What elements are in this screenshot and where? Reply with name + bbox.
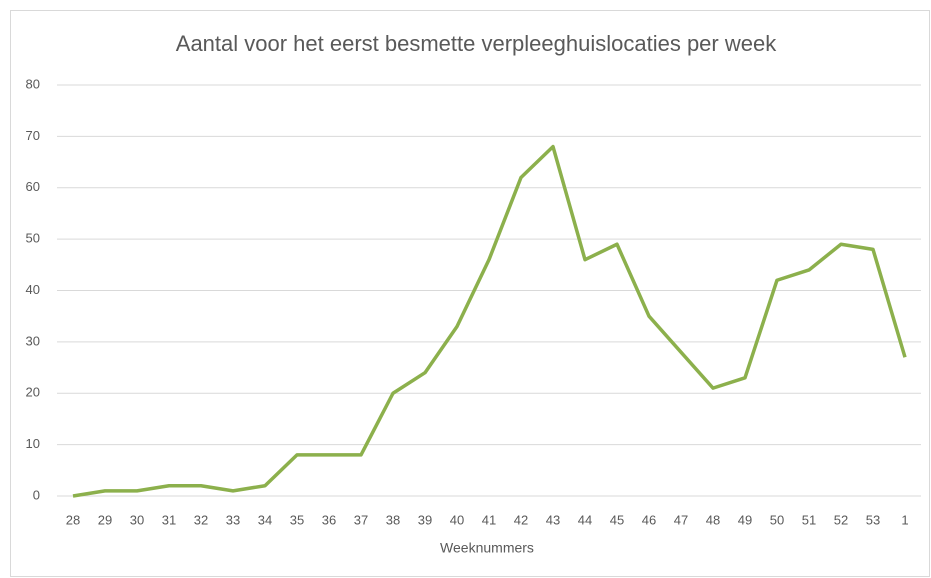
x-tick-label: 38 [386,512,400,527]
x-axis-label: Weeknummers [440,540,534,556]
x-tick-label: 45 [610,512,624,527]
y-tick-label: 50 [26,231,40,246]
y-tick-label: 0 [33,487,40,502]
y-tick-label: 30 [26,333,40,348]
x-tick-label: 33 [226,512,240,527]
x-tick-label: 28 [66,512,80,527]
data-line [72,144,907,498]
chart-title: Aantal voor het eerst besmette verpleegh… [176,31,777,56]
x-tick-label: 36 [322,512,336,527]
x-tick-label: 46 [642,512,656,527]
x-tick-label: 44 [578,512,592,527]
x-tick-label: 39 [418,512,432,527]
chart-border [10,10,930,577]
x-tick-label: 42 [514,512,528,527]
y-tick-label: 70 [26,128,40,143]
x-tick-label: 50 [770,512,784,527]
x-tick-label: 48 [706,512,720,527]
x-tick-label: 53 [866,512,880,527]
y-tick-label: 60 [26,179,40,194]
x-tick-label: 29 [98,512,112,527]
x-tick-label: 35 [290,512,304,527]
x-tick-label: 41 [482,512,496,527]
y-tick-label: 20 [26,385,40,400]
x-tick-label: 31 [162,512,176,527]
x-tick-label: 37 [354,512,368,527]
x-tick-label: 52 [834,512,848,527]
x-tick-label: 34 [258,512,272,527]
y-tick-label: 40 [26,282,40,297]
x-tick-label: 40 [450,512,464,527]
x-tick-label: 43 [546,512,560,527]
x-tick-label: 47 [674,512,688,527]
x-tick-label: 32 [194,512,208,527]
x-tick-label: 49 [738,512,752,527]
x-tick-label: 51 [802,512,816,527]
x-tick-label: 1 [901,512,908,527]
y-tick-label: 80 [26,76,40,91]
x-tick-label: 30 [130,512,144,527]
y-tick-label: 10 [26,436,40,451]
